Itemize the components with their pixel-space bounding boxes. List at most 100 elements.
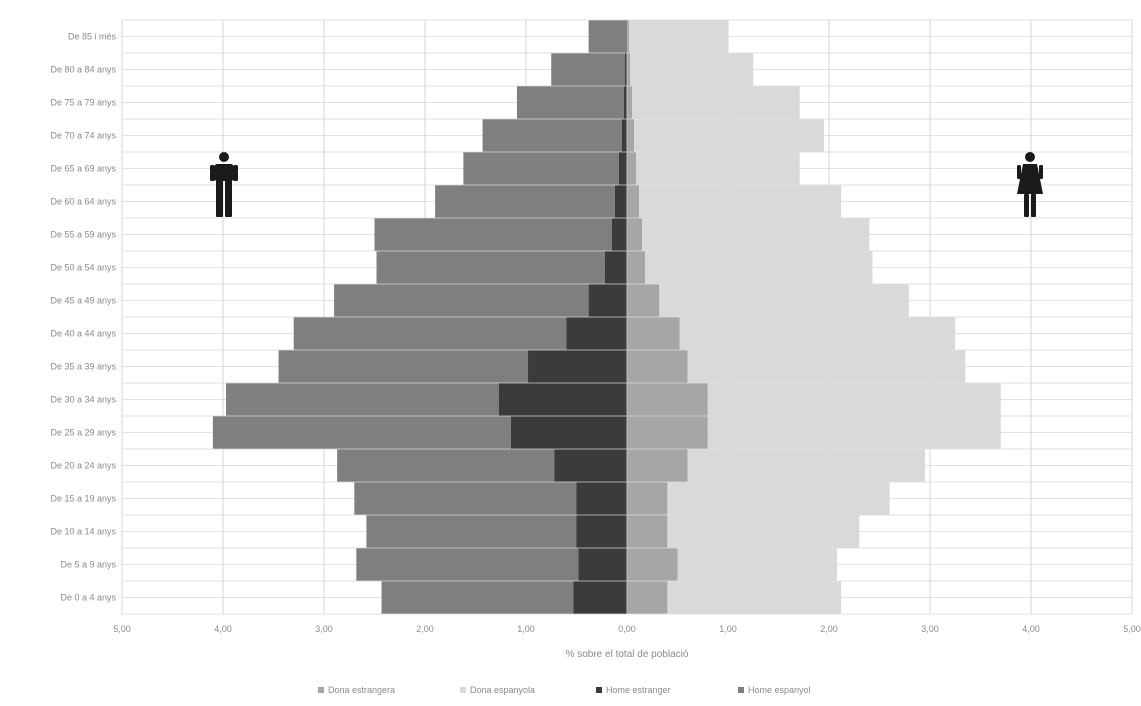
- bar-dona-estrangera: [627, 152, 637, 185]
- x-axis-title: % sobre el total de població: [566, 649, 689, 660]
- x-tick-label: 4,00: [1022, 624, 1040, 634]
- x-tick-label: 4,00: [214, 624, 232, 634]
- bar-home-espanyol: [334, 284, 589, 317]
- legend-swatch: [596, 687, 602, 693]
- x-tick-label: 3,00: [921, 624, 939, 634]
- bar-home-estranger: [604, 251, 627, 284]
- y-tick-label: De 0 a 4 anys: [60, 593, 116, 603]
- bar-home-estranger: [576, 515, 627, 548]
- bar-dona-estrangera: [627, 350, 688, 383]
- x-tick-label: 2,00: [416, 624, 434, 634]
- bar-home-estranger: [611, 218, 627, 251]
- legend-label: Home estranger: [606, 685, 671, 695]
- bar-home-espanyol: [366, 515, 577, 548]
- x-tick-label: 3,00: [315, 624, 333, 634]
- y-tick-label: De 30 a 34 anys: [50, 395, 116, 405]
- bar-dona-espanyola: [687, 350, 966, 383]
- bar-home-estranger: [576, 482, 627, 515]
- y-tick-label: De 45 a 49 anys: [50, 296, 116, 306]
- legend-label: Home espanyol: [748, 685, 811, 695]
- legend: Dona estrangera Dona espanyola Home estran…: [318, 685, 811, 695]
- bar-home-espanyol: [337, 449, 555, 482]
- bar-dona-espanyola: [667, 482, 890, 515]
- bar-dona-espanyola: [707, 383, 1001, 416]
- legend-swatch: [738, 687, 744, 693]
- bar-home-espanyol: [293, 317, 567, 350]
- bar-dona-estrangera: [627, 119, 635, 152]
- bar-home-estranger: [510, 416, 627, 449]
- bar-dona-estrangera: [627, 251, 646, 284]
- x-tick-label: 5,00: [1123, 624, 1141, 634]
- bar-home-estranger: [588, 284, 627, 317]
- y-tick-label: De 65 a 69 anys: [50, 164, 116, 174]
- bar-home-estranger: [498, 383, 627, 416]
- bar-home-estranger: [624, 53, 627, 86]
- legend-label: Dona espanyola: [470, 685, 535, 695]
- bar-dona-estrangera: [627, 218, 643, 251]
- bar-home-estranger: [623, 86, 627, 119]
- y-tick-label: De 15 a 19 anys: [50, 494, 116, 504]
- bars-group: [212, 20, 1001, 614]
- y-axis-labels: De 0 a 4 anys De 5 a 9 anys De 10 a 14 any…: [50, 32, 116, 603]
- bar-dona-espanyola: [629, 20, 728, 53]
- bar-home-estranger: [614, 185, 627, 218]
- y-tick-label: De 55 a 59 anys: [50, 230, 116, 240]
- bar-dona-estrangera: [627, 20, 630, 53]
- female-figure-icon: [1017, 152, 1043, 217]
- bar-dona-estrangera: [627, 53, 631, 86]
- bar-dona-espanyola: [645, 251, 873, 284]
- bar-dona-estrangera: [627, 482, 668, 515]
- legend-swatch: [318, 687, 324, 693]
- bar-dona-espanyola: [677, 548, 838, 581]
- bar-dona-espanyola: [687, 449, 925, 482]
- y-tick-label: De 60 a 64 anys: [50, 197, 116, 207]
- bar-home-estranger: [618, 152, 627, 185]
- bar-dona-espanyola: [639, 185, 842, 218]
- bar-home-espanyol: [354, 482, 577, 515]
- bar-home-espanyol: [588, 20, 626, 53]
- bar-home-espanyol: [381, 581, 574, 614]
- x-axis-labels: 5,00 4,00 3,00 2,00 1,00 0,00 1,00 2,00 3,00 4,00…: [113, 624, 1141, 634]
- y-tick-label: De 50 a 54 anys: [50, 263, 116, 273]
- legend-label: Dona estrangera: [328, 685, 395, 695]
- male-figure-icon: [210, 152, 238, 217]
- bar-dona-espanyola: [659, 284, 909, 317]
- bar-home-espanyol: [374, 218, 612, 251]
- x-tick-label: 0,00: [618, 624, 636, 634]
- bar-home-estranger: [566, 317, 627, 350]
- y-tick-label: De 10 a 14 anys: [50, 527, 116, 537]
- bar-home-espanyol: [356, 548, 579, 581]
- bar-home-estranger: [554, 449, 627, 482]
- bar-dona-estrangera: [627, 449, 688, 482]
- y-tick-label: De 35 a 39 anys: [50, 362, 116, 372]
- bar-dona-estrangera: [627, 317, 680, 350]
- bar-dona-estrangera: [627, 284, 660, 317]
- y-tick-label: De 75 a 79 anys: [50, 98, 116, 108]
- bar-dona-estrangera: [627, 548, 678, 581]
- bar-dona-espanyola: [707, 416, 1001, 449]
- x-tick-label: 5,00: [113, 624, 131, 634]
- y-tick-label: De 70 a 74 anys: [50, 131, 116, 141]
- bar-dona-espanyola: [632, 86, 800, 119]
- bar-home-estranger: [621, 119, 627, 152]
- bar-dona-estrangera: [627, 185, 640, 218]
- bar-dona-espanyola: [636, 152, 800, 185]
- bar-home-espanyol: [463, 152, 619, 185]
- x-tick-label: 1,00: [719, 624, 737, 634]
- bar-home-espanyol: [278, 350, 529, 383]
- bar-home-estranger: [578, 548, 627, 581]
- bar-home-espanyol: [516, 86, 624, 119]
- bar-dona-estrangera: [627, 581, 668, 614]
- y-tick-label: De 25 a 29 anys: [50, 428, 116, 438]
- bar-dona-espanyola: [630, 53, 754, 86]
- bar-home-espanyol: [376, 251, 605, 284]
- bar-dona-espanyola: [667, 581, 842, 614]
- bar-home-espanyol: [435, 185, 615, 218]
- bar-home-espanyol: [482, 119, 622, 152]
- legend-swatch: [460, 687, 466, 693]
- bar-home-estranger: [528, 350, 627, 383]
- y-tick-label: De 80 a 84 anys: [50, 65, 116, 75]
- y-tick-label: De 20 a 24 anys: [50, 461, 116, 471]
- bar-home-estranger: [625, 20, 627, 53]
